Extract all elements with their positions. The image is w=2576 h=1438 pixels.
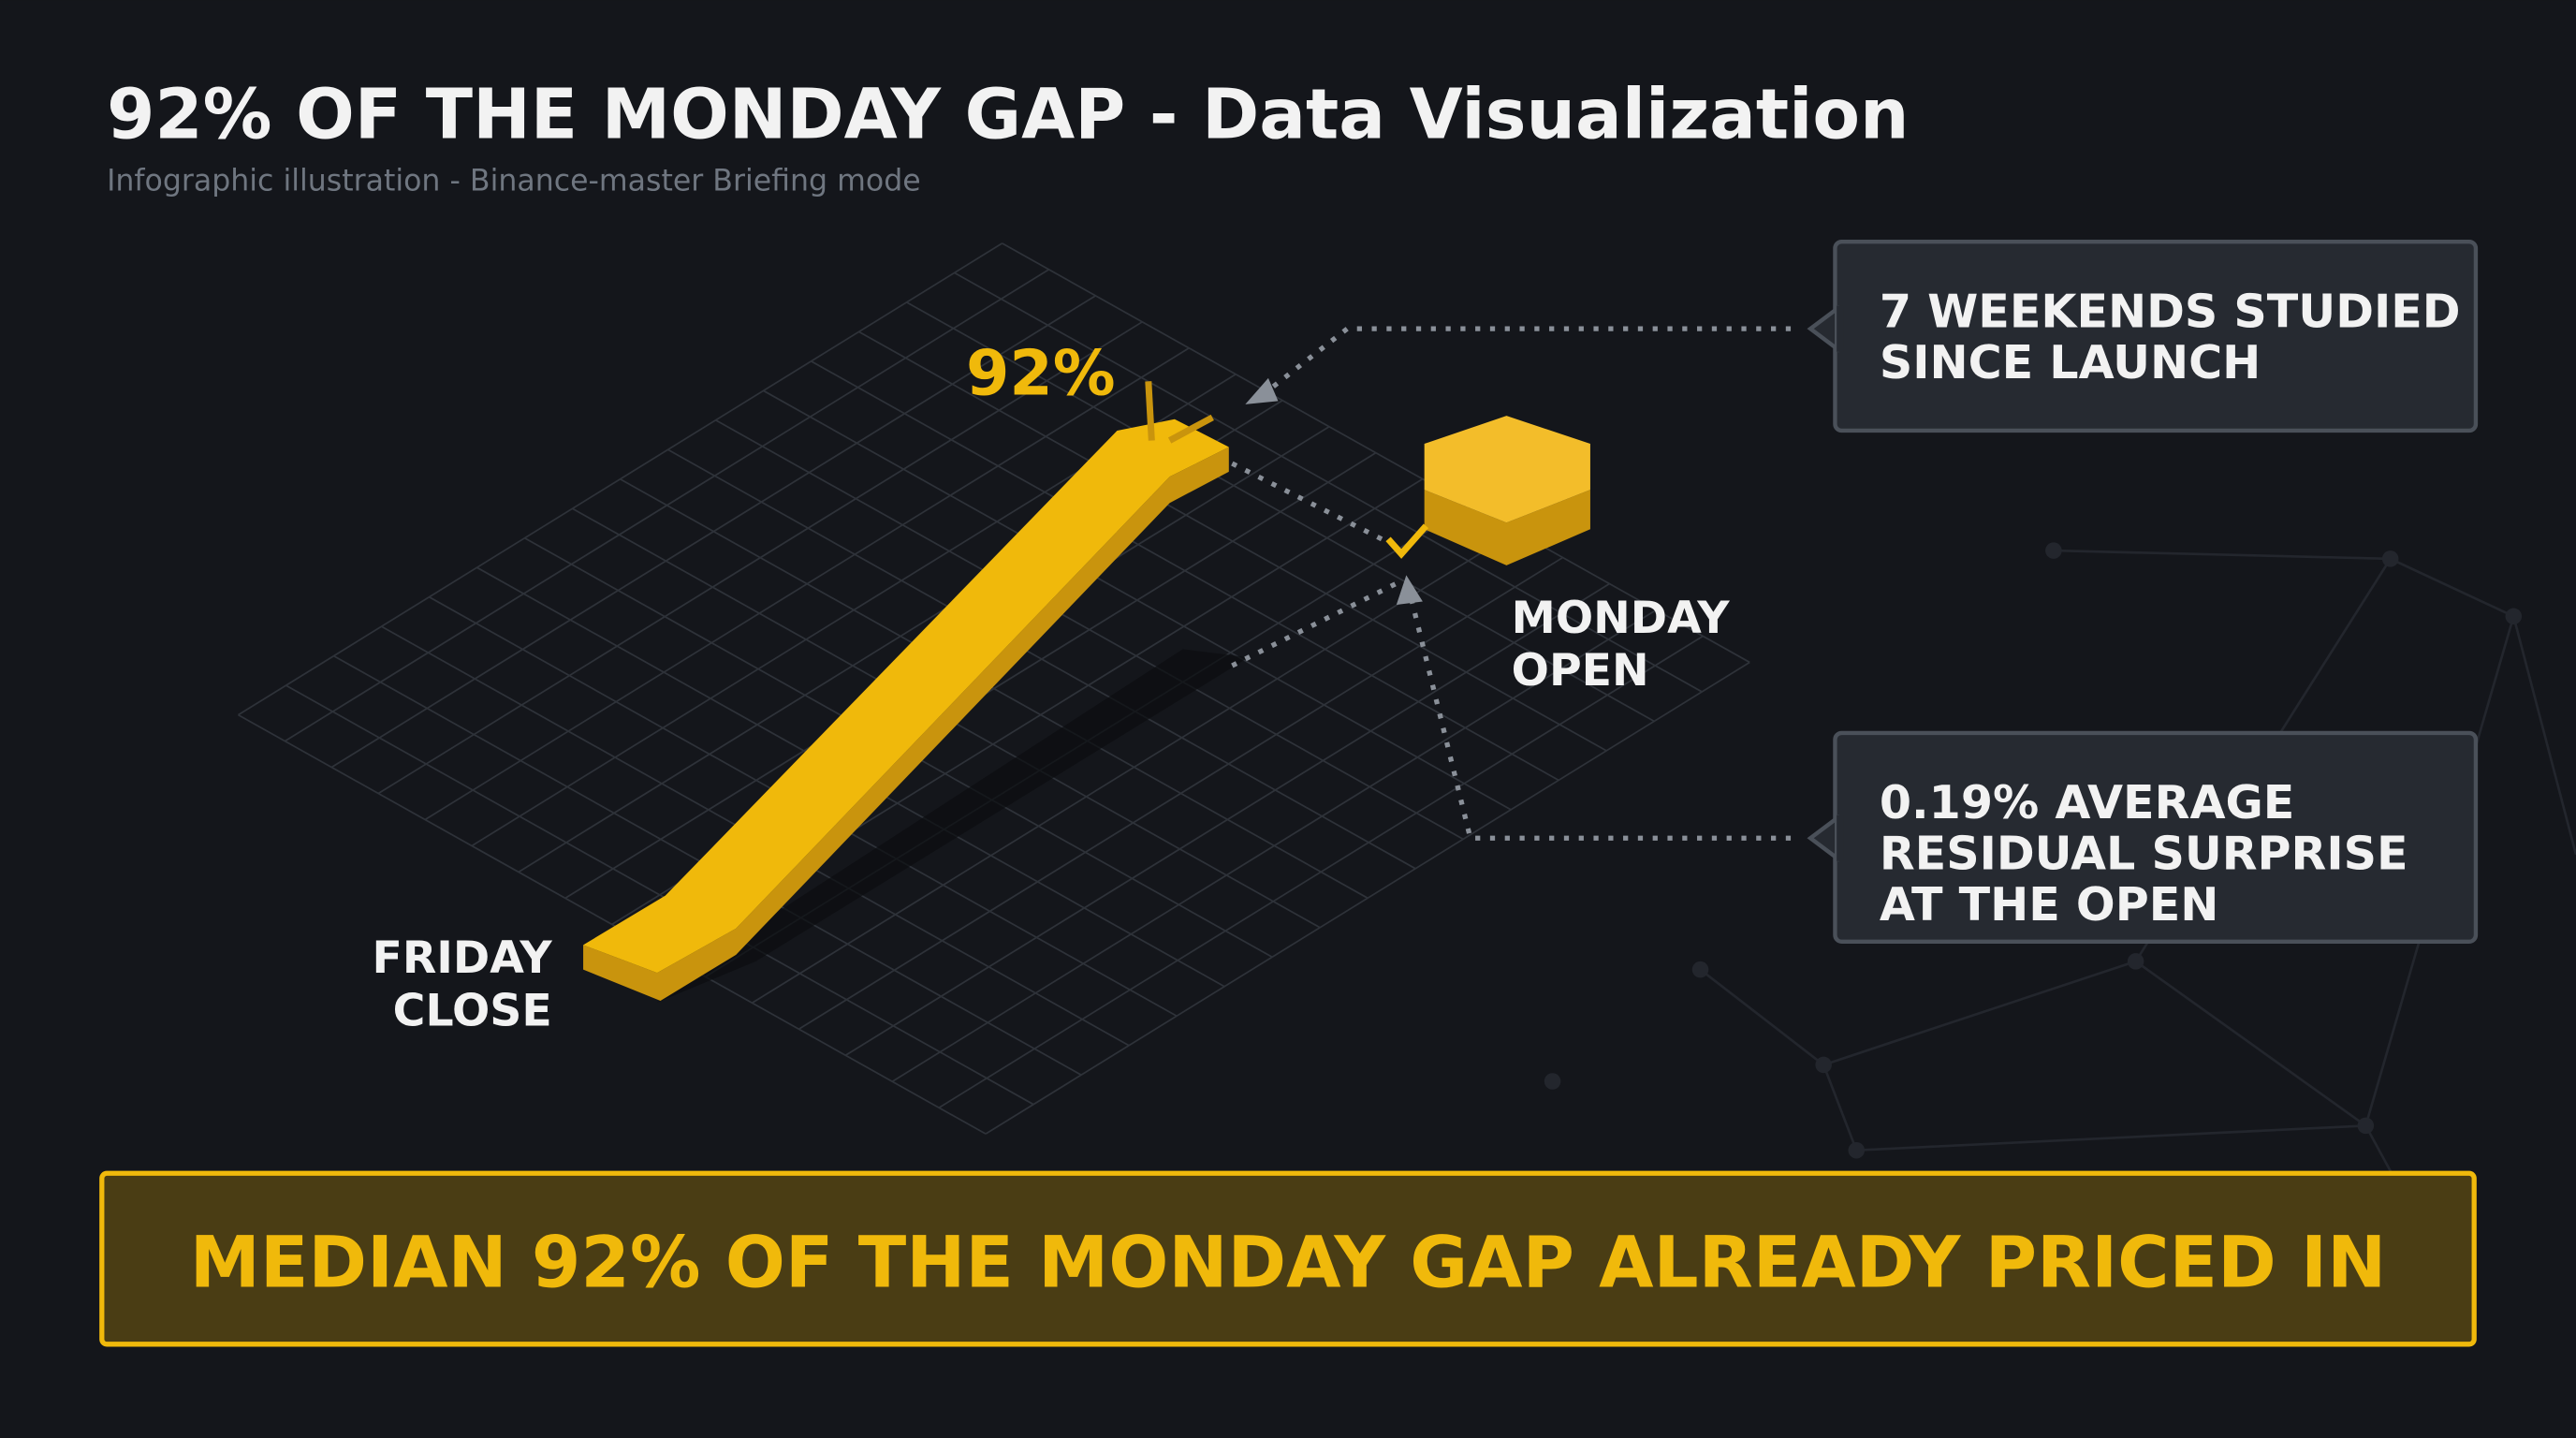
peak-label: 92% [966,336,1116,409]
grid-line [938,635,1704,1108]
network-line [1699,968,1824,1066]
ramp-top [583,418,1229,974]
grid-line [954,271,1703,693]
ramp-side [583,447,1229,1001]
arrow-head [1245,377,1279,404]
banner-text: MEDIAN 92% OF THE MONDAY GAP ALREADY PRI… [190,1221,2386,1303]
hex-side [1424,490,1590,565]
callout-text: AT THE OPEN [1880,877,2219,932]
network-node [2505,608,2523,625]
end-label: MONDAY [1512,593,1731,644]
network-node [2127,953,2144,970]
start-label: FRIDAY [372,932,552,984]
network-line [1856,1124,2366,1152]
network-line [1822,1064,1858,1152]
network-line [2134,960,2367,1127]
callout-text: SINCE LAUNCH [1880,335,2261,389]
grid-line [906,301,1655,723]
grid-line [667,448,1416,870]
hex-top [1424,416,1590,523]
connector [1231,580,1398,668]
grid-line [985,661,1750,1135]
check-mark [1385,523,1429,559]
pointer-cover [1837,814,1844,861]
bar-shadow [657,649,1249,1003]
grid-line [715,419,1464,841]
grid-line [844,582,1610,1056]
network-line [2390,557,2514,618]
network-line [2053,549,2391,561]
peak-marker [1167,414,1214,444]
subtitle: Infographic illustration - Binance-maste… [107,165,921,198]
network-node [2045,542,2062,559]
network-node [1544,1073,1561,1090]
grid-line [798,556,1564,1031]
callout-text: 7 WEEKENDS STUDIED [1880,284,2461,338]
callout-text: 0.19% AVERAGE [1880,775,2295,829]
grid-line [891,609,1657,1082]
callout-text: RESIDUAL SURPRISE [1880,827,2408,881]
banner-box [99,1170,2477,1347]
grid-line [1002,242,1750,664]
connector [1407,591,1792,841]
network-line [2512,615,2576,856]
network-node [1815,1056,1832,1074]
grid-line [811,360,1559,782]
network-node [2381,550,2399,567]
network-node [2357,1117,2375,1135]
network-node [1691,961,1709,978]
end-label: OPEN [1512,645,1649,697]
arrow-head [1396,575,1423,606]
grid-line [763,389,1512,811]
peak-marker [1145,381,1155,441]
title: 92% OF THE MONDAY GAP - Data Visualizati… [107,76,1909,155]
network-node [1848,1141,1866,1159]
pointer-cover [1837,305,1844,352]
grid-line [858,330,1607,752]
grid-line [752,530,1517,1005]
network-line [1822,960,2137,1066]
start-label: CLOSE [393,985,552,1036]
connector [1255,326,1792,402]
